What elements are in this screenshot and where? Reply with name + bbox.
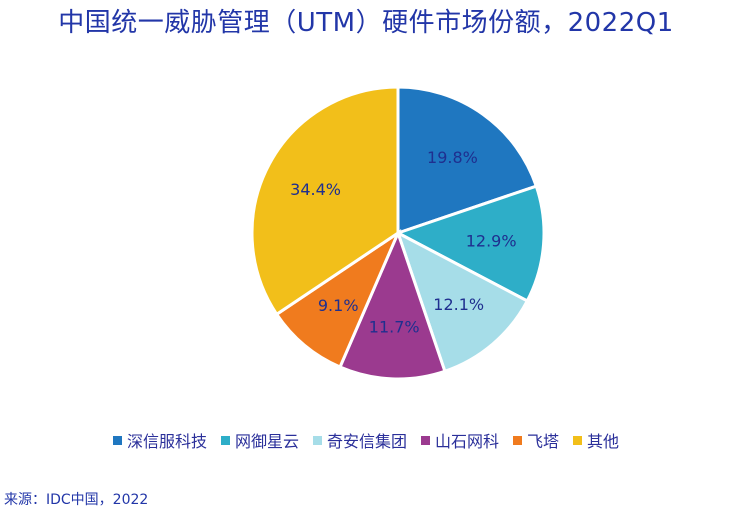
legend-item: 奇安信集团 — [312, 428, 407, 452]
legend-swatch — [220, 435, 230, 445]
legend-item: 深信服科技 — [112, 428, 207, 452]
legend-label: 网御星云 — [234, 432, 299, 451]
pie-slice-4 — [338, 228, 447, 381]
pie-slice-5 — [274, 228, 402, 369]
legend-label: 奇安信集团 — [326, 432, 407, 451]
legend-item: 飞塔 — [513, 428, 559, 452]
legend-item: 其他 — [573, 428, 619, 452]
pie-slice-6 — [250, 85, 400, 317]
legend-swatch — [513, 435, 523, 445]
legend-item: 网御星云 — [220, 428, 299, 452]
chart-title: 中国统一威胁管理（UTM）硬件市场份额，2022Q1 — [58, 8, 674, 38]
legend-item: 山石网科 — [421, 428, 499, 452]
pie-slice-label: 9.1% — [318, 296, 359, 315]
legend-label: 深信服科技 — [126, 432, 207, 451]
pie-slice-label: 12.1% — [433, 295, 484, 314]
source-note: 来源：IDC中国，2022 — [4, 492, 149, 508]
legend-swatch — [573, 435, 583, 445]
pie-slice-label: 11.7% — [369, 317, 420, 336]
chart-legend: 深信服科技 网御星云 奇安信集团 山石网科 飞塔 其他 — [0, 428, 732, 452]
pie-slice-label: 19.8% — [427, 148, 478, 167]
legend-label: 山石网科 — [435, 432, 500, 451]
legend-swatch — [112, 435, 122, 445]
legend-swatch — [312, 435, 322, 445]
legend-label: 飞塔 — [527, 432, 560, 451]
pie-slice-3 — [395, 229, 530, 374]
pie-slice-label: 34.4% — [290, 180, 341, 199]
pie-slice-label: 12.9% — [466, 231, 517, 250]
pie-slice-2 — [394, 184, 546, 303]
legend-label: 其他 — [587, 432, 620, 451]
legend-swatch — [421, 435, 430, 445]
